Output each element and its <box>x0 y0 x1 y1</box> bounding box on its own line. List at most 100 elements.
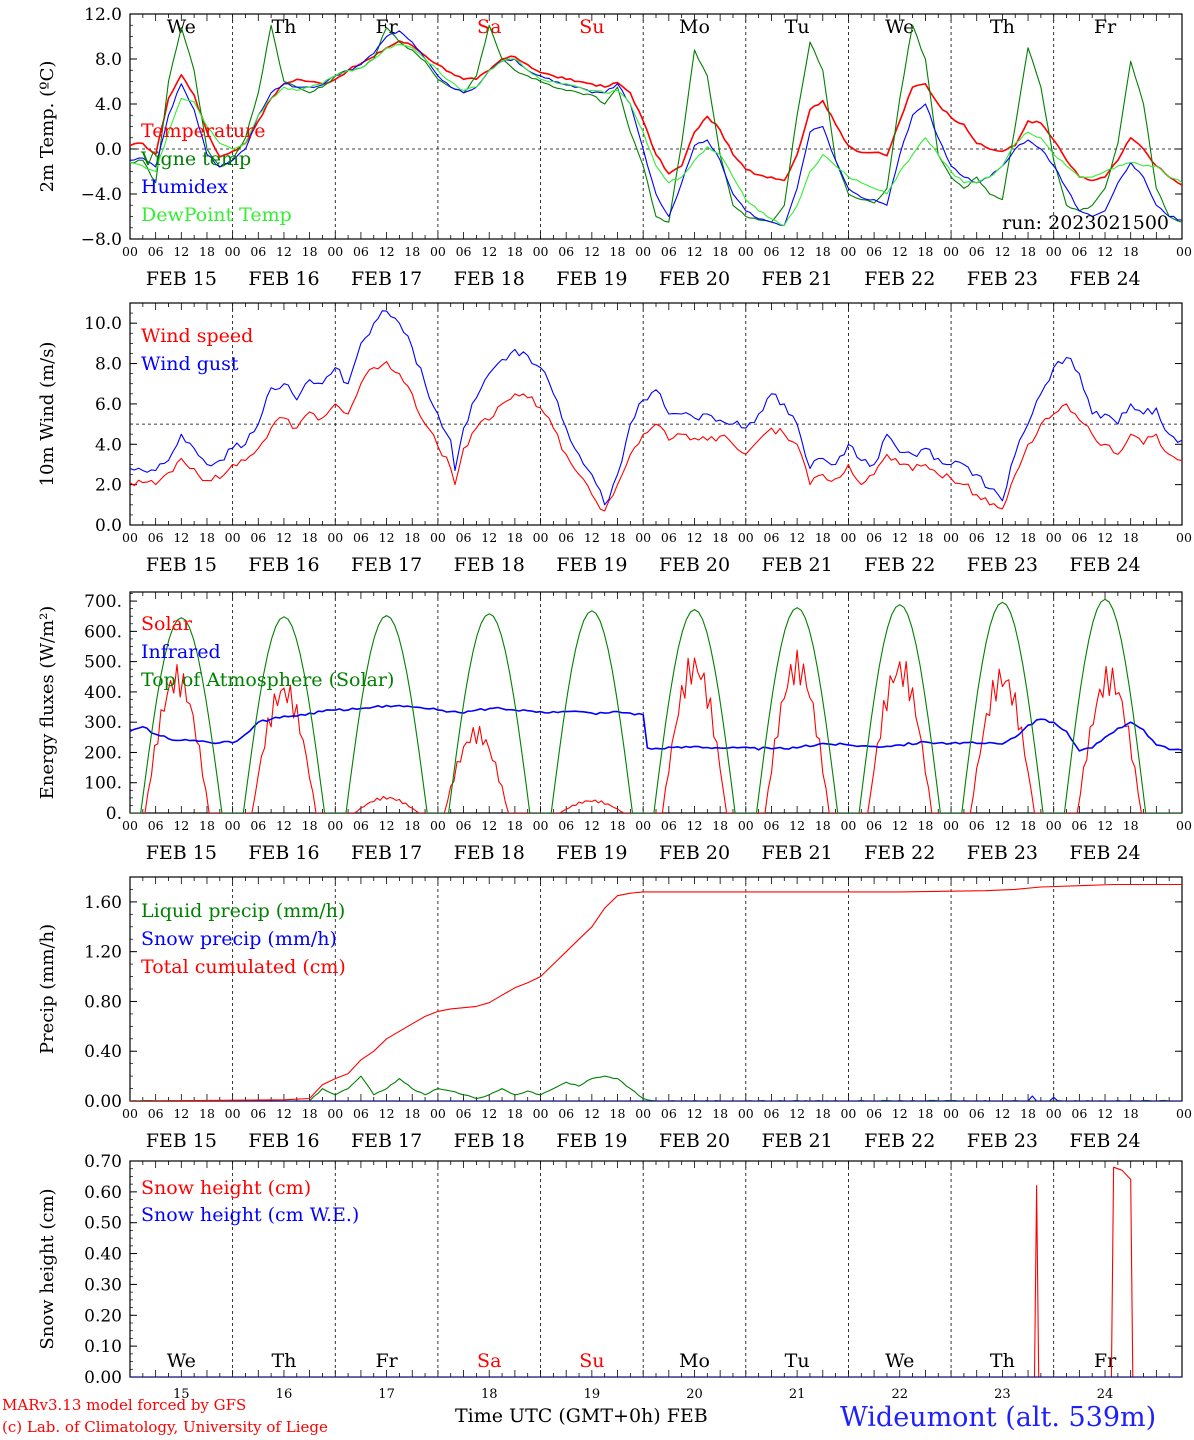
hour-label: 00 <box>122 1106 138 1121</box>
y-tick-label: 400. <box>84 683 122 703</box>
weekday-label: Su <box>579 1350 604 1372</box>
plot-frame <box>129 302 1183 526</box>
date-label: FEB 18 <box>454 554 525 576</box>
hour-label: 00 <box>225 530 241 545</box>
hour-label: 00 <box>430 530 446 545</box>
hour-label: 12 <box>994 1106 1010 1121</box>
y-tick-label: 0.40 <box>84 1245 122 1265</box>
legend-infrared: Infrared <box>141 641 221 663</box>
hour-label: 12 <box>276 530 292 545</box>
hour-label: 00 <box>943 818 959 833</box>
hour-label: 18 <box>917 818 933 833</box>
hour-label: 12 <box>687 818 703 833</box>
hour-label: 00 <box>122 244 138 259</box>
hour-label: 12 <box>892 530 908 545</box>
hour-label: 06 <box>353 530 369 545</box>
hour-label: 18 <box>712 244 728 259</box>
y-tick-label: 1.20 <box>84 943 122 963</box>
hour-label: 18 <box>507 530 523 545</box>
weekday-label: Fr <box>1094 16 1117 38</box>
legend-snow-height-cm-w-e-: Snow height (cm W.E.) <box>141 1204 359 1226</box>
hour-label: 18 <box>917 1106 933 1121</box>
hour-label: 06 <box>764 530 780 545</box>
hour-label: 12 <box>481 244 497 259</box>
date-label: FEB 21 <box>762 842 833 864</box>
hour-label: 00 <box>1176 530 1192 545</box>
weekday-label: Fr <box>1094 1350 1117 1372</box>
hour-label: 18 <box>610 1106 626 1121</box>
hour-label: 18 <box>917 530 933 545</box>
hour-label: 18 <box>199 530 215 545</box>
series-line-wind-gust <box>130 310 1182 506</box>
series-line-snow-precip-mm-h- <box>130 1095 1182 1101</box>
legend-wind-gust: Wind gust <box>141 353 239 375</box>
hour-label: 18 <box>712 1106 728 1121</box>
hour-label: 00 <box>738 244 754 259</box>
hour-label: 18 <box>815 818 831 833</box>
date-label: FEB 20 <box>659 554 730 576</box>
hour-label: 06 <box>148 530 164 545</box>
y-axis-title: Snow height (cm) <box>37 1188 58 1349</box>
legend-dewpoint-temp: DewPoint Temp <box>141 204 292 226</box>
hour-label: 00 <box>635 1106 651 1121</box>
hour-label: 00 <box>533 1106 549 1121</box>
weekday-label: Mo <box>679 16 710 38</box>
date-label: FEB 18 <box>454 842 525 864</box>
hour-label: 18 <box>1020 1106 1036 1121</box>
y-tick-label: 6.0 <box>95 395 122 415</box>
legend-snow-height-cm-: Snow height (cm) <box>141 1177 311 1199</box>
weekday-label: Fr <box>375 16 398 38</box>
hour-label: 18 <box>302 530 318 545</box>
weekday-label: Th <box>271 16 296 38</box>
hour-label: 00 <box>738 818 754 833</box>
series-line-total-cumulated-cm- <box>130 883 1182 1101</box>
hour-label: 06 <box>250 244 266 259</box>
hour-label: 18 <box>610 244 626 259</box>
y-tick-label: 8.0 <box>95 355 122 375</box>
hour-label: 00 <box>1046 818 1062 833</box>
y-tick-label: 0.50 <box>84 1214 122 1234</box>
hour-label: 18 <box>1123 818 1139 833</box>
legend-total-cumulated-cm-: Total cumulated (cm) <box>141 956 346 978</box>
hour-label: 06 <box>353 1106 369 1121</box>
hour-label: 12 <box>276 818 292 833</box>
hour-label: 00 <box>225 244 241 259</box>
series-line-humidex <box>130 30 1182 227</box>
series-group <box>130 598 1182 813</box>
hour-label: 12 <box>994 530 1010 545</box>
date-label: FEB 22 <box>864 1130 935 1152</box>
hour-label: 18 <box>1123 1106 1139 1121</box>
date-label: FEB 23 <box>967 268 1038 290</box>
day-number-label: 15 <box>173 1387 190 1402</box>
hour-label: 00 <box>533 818 549 833</box>
hour-label: 12 <box>379 1106 395 1121</box>
station-name: Wideumont (alt. 539m) <box>840 1402 1157 1433</box>
panel-2: 0.0 2.0 4.0 6.0 8.0 10.0 10m Wind (m/s) 00 06 12 1… <box>37 302 1192 576</box>
date-label: FEB 21 <box>762 268 833 290</box>
day-number-label: 19 <box>584 1387 601 1402</box>
day-number-label: 16 <box>276 1387 293 1402</box>
hour-label: 00 <box>533 244 549 259</box>
y-axis-title: Precip (mm/h) <box>37 924 58 1054</box>
series-group <box>130 883 1182 1101</box>
hour-label: 06 <box>1071 818 1087 833</box>
y-tick-label: 0.80 <box>84 992 122 1012</box>
date-label: FEB 20 <box>659 1130 730 1152</box>
hour-label: 18 <box>507 1106 523 1121</box>
date-label: FEB 15 <box>146 554 217 576</box>
hour-label: 18 <box>507 818 523 833</box>
weekday-label: Th <box>990 16 1015 38</box>
hour-label: 06 <box>456 1106 472 1121</box>
hour-label: 00 <box>430 818 446 833</box>
hour-label: 06 <box>250 818 266 833</box>
hour-label: 18 <box>815 1106 831 1121</box>
date-label: FEB 23 <box>967 554 1038 576</box>
day-number-label: 20 <box>686 1387 703 1402</box>
y-tick-label: −8.0 <box>81 230 122 250</box>
hour-label: 06 <box>866 1106 882 1121</box>
series-line-top-of-atmosphere-solar- <box>130 598 1182 813</box>
y-tick-label: 4.0 <box>95 435 122 455</box>
date-label: FEB 15 <box>146 842 217 864</box>
y-tick-label: 0.00 <box>84 1368 122 1388</box>
hour-label: 18 <box>815 244 831 259</box>
